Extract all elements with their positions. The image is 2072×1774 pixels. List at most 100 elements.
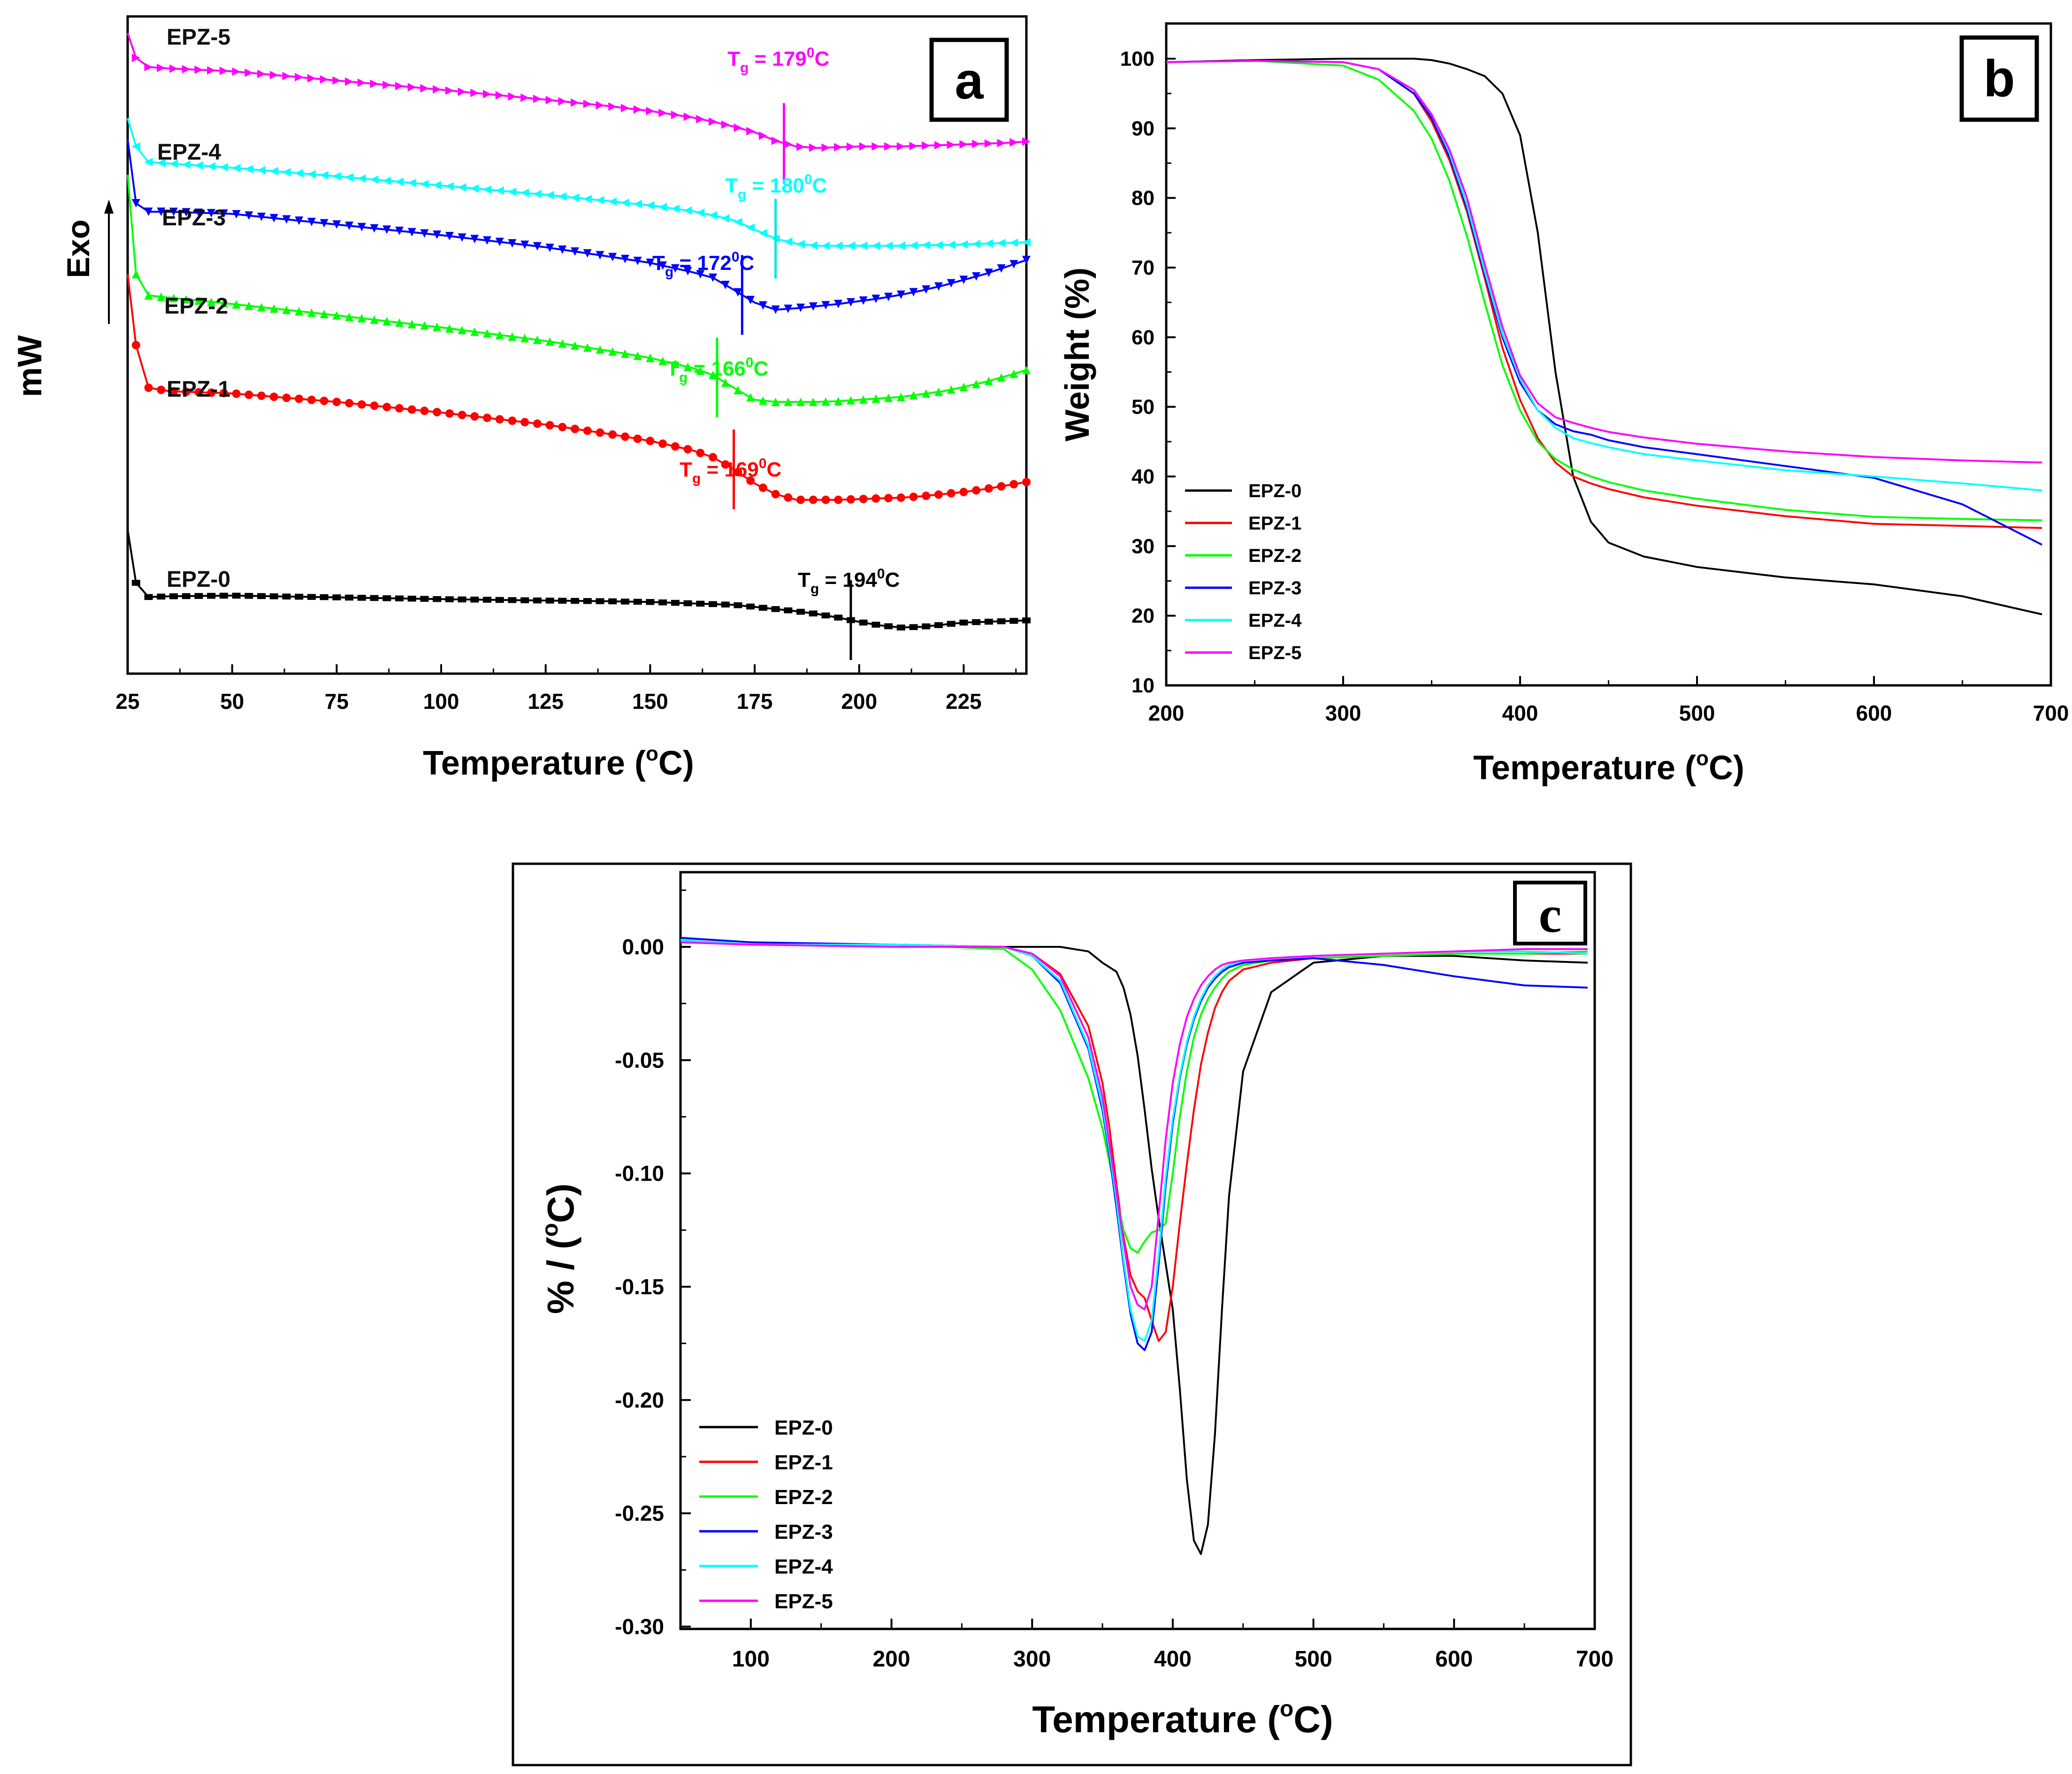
panel-b-y-tick-label: 10 bbox=[1132, 674, 1155, 697]
legend-label-epz-4: EPZ-4 bbox=[1248, 610, 1302, 631]
dsc-marker bbox=[596, 101, 604, 110]
dsc-marker bbox=[545, 598, 554, 604]
tga-curve-epz-3 bbox=[1166, 60, 2043, 546]
dsc-marker bbox=[382, 595, 391, 601]
dsc-marker bbox=[370, 79, 379, 88]
dsc-marker bbox=[984, 619, 993, 625]
dsc-marker bbox=[131, 199, 140, 207]
dsc-marker bbox=[922, 141, 931, 150]
dsc-marker bbox=[345, 77, 354, 86]
dsc-marker bbox=[1009, 480, 1018, 489]
dsc-marker bbox=[896, 290, 905, 299]
dsc-marker bbox=[495, 330, 504, 339]
dsc-marker bbox=[934, 490, 943, 499]
dsc-marker bbox=[370, 401, 379, 410]
dsc-marker bbox=[859, 619, 868, 626]
dsc-marker bbox=[834, 397, 843, 406]
dsc-marker bbox=[771, 305, 780, 314]
dsc-marker bbox=[495, 238, 504, 246]
dsc-marker bbox=[169, 64, 178, 73]
panel-b-axes: 200 300 400 500 600 700 10 20 30 40 50 60 70 80 90 100 bbox=[1120, 47, 2069, 725]
legend-label-epz-3: EPZ-3 bbox=[774, 1521, 833, 1544]
dsc-marker bbox=[269, 214, 278, 223]
dsc-marker bbox=[721, 601, 730, 608]
dsc-marker bbox=[232, 210, 241, 219]
dsc-marker bbox=[157, 207, 166, 216]
tga-curve-epz-2 bbox=[1166, 60, 2042, 522]
dsc-marker bbox=[909, 492, 918, 501]
dsc-marker bbox=[232, 300, 241, 309]
dsc-marker bbox=[947, 240, 956, 249]
dsc-marker bbox=[545, 191, 554, 200]
dsc-marker bbox=[583, 426, 592, 435]
dsc-marker bbox=[633, 200, 642, 208]
dsc-marker bbox=[859, 296, 868, 305]
dsc-marker bbox=[809, 495, 818, 504]
legend-label-epz-1: EPZ-1 bbox=[1248, 513, 1301, 534]
dsc-marker bbox=[959, 276, 968, 284]
dsc-marker bbox=[608, 197, 617, 206]
dsc-marker bbox=[734, 602, 742, 608]
dsc-marker bbox=[571, 98, 580, 107]
dsc-marker bbox=[846, 396, 855, 405]
dsc-marker bbox=[269, 70, 278, 79]
dsc-marker bbox=[909, 288, 918, 297]
dsc-marker bbox=[633, 256, 642, 265]
dsc-marker bbox=[345, 222, 354, 230]
dsc-marker bbox=[596, 428, 604, 437]
dsc-marker bbox=[445, 182, 454, 191]
dsc-marker bbox=[646, 107, 655, 115]
dsc-marker bbox=[947, 489, 956, 498]
dsc-marker bbox=[909, 142, 918, 151]
dsc-marker bbox=[658, 599, 667, 606]
panel-b-x-tick-label: 600 bbox=[1856, 701, 1892, 725]
dsc-curve-epz-4 bbox=[127, 118, 1027, 247]
tg-annotation-epz-5: Tg = 1790C bbox=[727, 45, 829, 76]
dsc-marker bbox=[508, 92, 517, 101]
dsc-marker bbox=[872, 241, 880, 250]
dsc-marker bbox=[683, 445, 692, 453]
dsc-marker bbox=[984, 484, 993, 493]
dsc-marker bbox=[683, 362, 692, 371]
dsc-marker bbox=[245, 68, 253, 77]
dsc-marker bbox=[696, 366, 705, 375]
dsc-marker bbox=[182, 593, 191, 599]
dsc-marker bbox=[809, 143, 818, 152]
dsc-marker bbox=[282, 168, 291, 177]
panel-c-y-tick-label: -0.15 bbox=[615, 1275, 664, 1299]
tg-annotation-epz-2: Tg = 1660C bbox=[666, 355, 768, 385]
dsc-marker bbox=[382, 403, 391, 412]
dsc-marker bbox=[470, 88, 479, 97]
dsc-marker bbox=[470, 327, 479, 336]
dsc-marker bbox=[696, 115, 705, 123]
panel-b-x-tick-label: 300 bbox=[1325, 701, 1361, 725]
dsc-marker bbox=[959, 383, 968, 392]
dsc-marker bbox=[470, 235, 479, 244]
dsc-marker bbox=[420, 407, 429, 415]
dsc-marker bbox=[884, 393, 893, 402]
dsc-marker bbox=[433, 596, 442, 602]
dsc-marker bbox=[796, 495, 805, 504]
dsc-marker bbox=[972, 619, 981, 625]
dsc-series-epz-1 bbox=[127, 274, 1031, 509]
dsc-marker bbox=[395, 318, 404, 327]
series-label-epz-1: EPZ-1 bbox=[167, 377, 230, 402]
dsc-marker bbox=[169, 293, 178, 302]
panel-b-legend: EPZ-0 EPZ-1 EPZ-2 EPZ-3 EPZ-4 EPZ-5 bbox=[1185, 481, 1302, 663]
dsc-marker bbox=[282, 306, 291, 315]
dsc-marker bbox=[809, 302, 818, 311]
dsc-marker bbox=[445, 86, 454, 95]
dsc-marker bbox=[295, 394, 304, 403]
dsc-marker bbox=[269, 593, 278, 599]
dsc-marker bbox=[407, 228, 416, 237]
dtg-curve-epz-1 bbox=[680, 939, 1588, 1342]
panel-c-axes: 100 200 300 400 500 600 700 0.00 -0.05 -0.10 -0.15… bbox=[615, 889, 1613, 1672]
dsc-marker bbox=[370, 595, 379, 601]
dsc-marker bbox=[922, 623, 931, 630]
dsc-marker bbox=[922, 491, 931, 500]
dsc-marker bbox=[872, 494, 880, 503]
dsc-marker bbox=[859, 494, 868, 503]
dsc-marker bbox=[194, 296, 203, 305]
dsc-marker bbox=[483, 236, 491, 245]
